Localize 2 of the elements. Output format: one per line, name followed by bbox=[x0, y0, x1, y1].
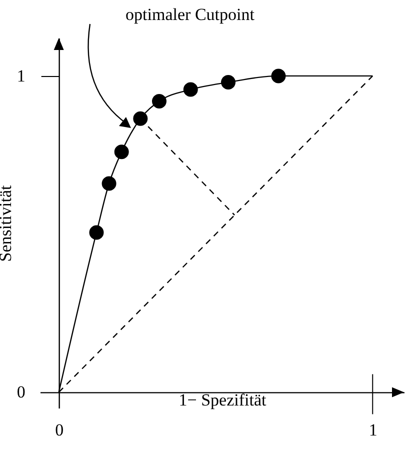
x-axis-title: 1− Spezifität bbox=[178, 390, 267, 410]
text: optimaler Cutpoint bbox=[126, 5, 255, 24]
